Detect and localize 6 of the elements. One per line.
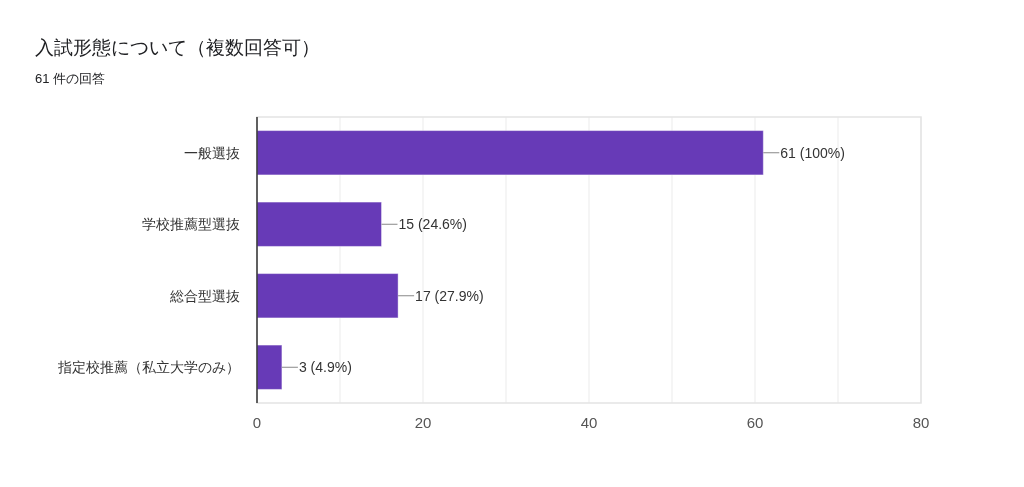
y-tick-label: 総合型選抜 (169, 287, 240, 304)
y-tick-label: 指定校推薦（私立大学のみ） (57, 359, 240, 376)
y-tick-label: 学校推薦型選抜 (142, 216, 240, 233)
text: 61 件の回答 (35, 71, 106, 86)
chart-title: 入試形態について（複数回答可） (35, 37, 320, 58)
y-tick-label: 一般選抜 (184, 144, 240, 161)
